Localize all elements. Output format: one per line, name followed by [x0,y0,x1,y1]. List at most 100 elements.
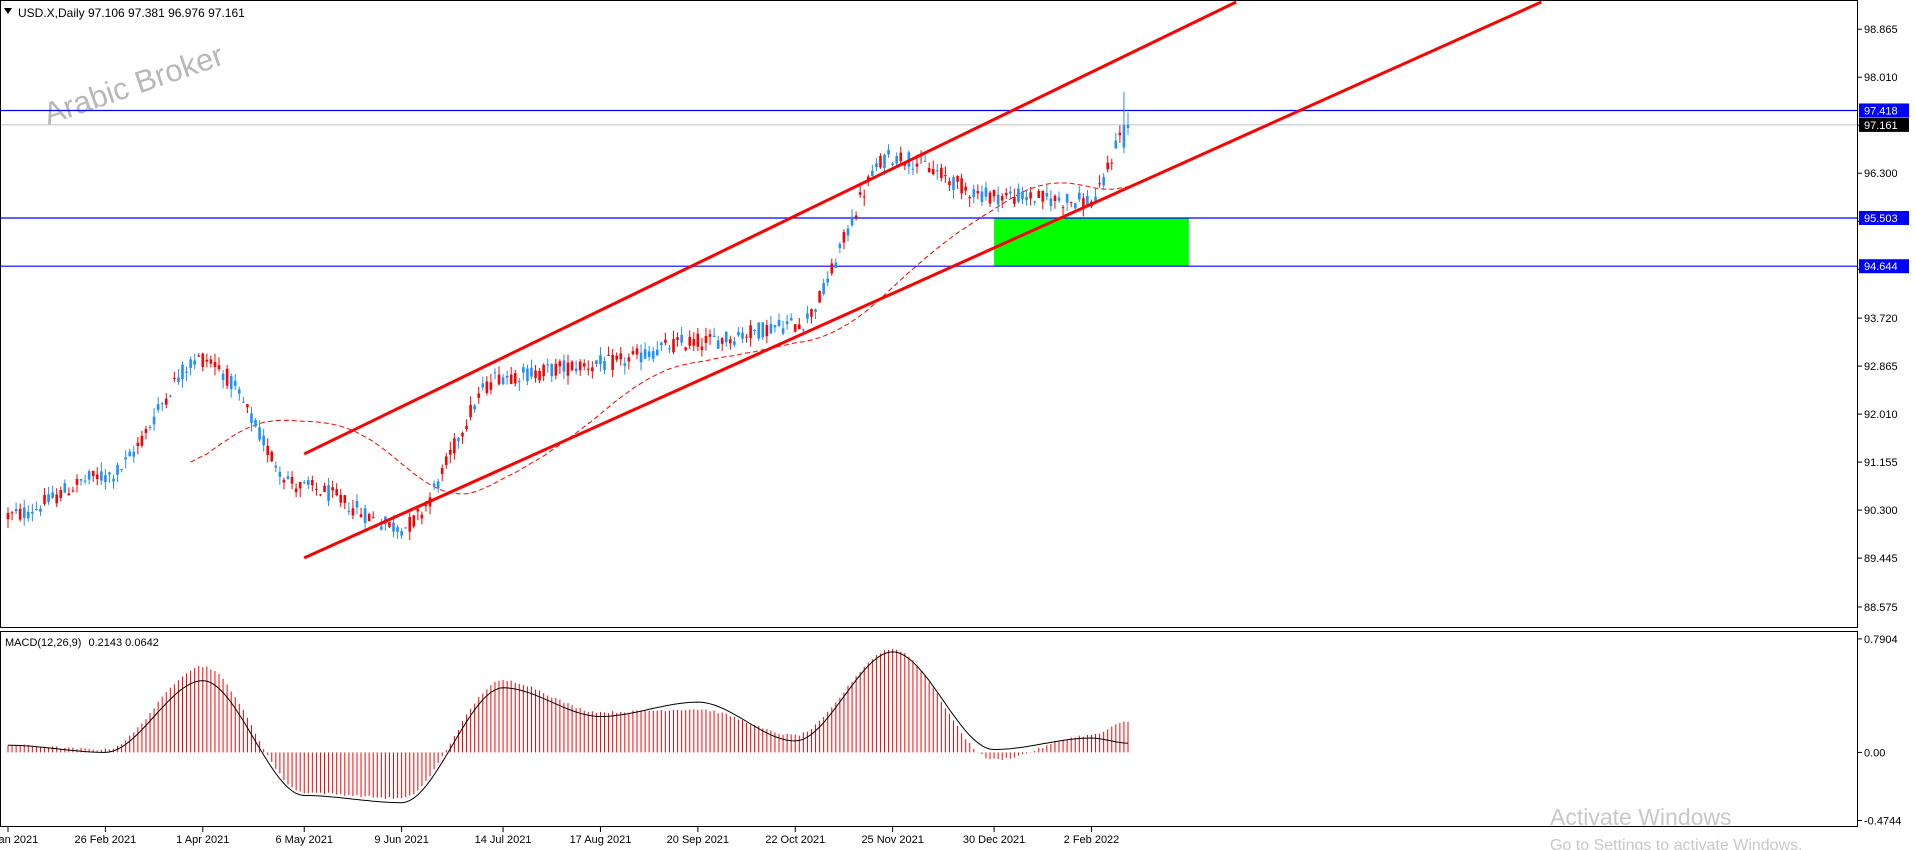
candle-body [1017,188,1020,202]
candle-body [335,489,338,496]
candle-body [769,324,773,334]
candle-body [250,413,253,424]
candle-body [956,175,959,182]
candle-body [473,405,476,410]
candle-body [688,336,692,346]
candle-body [1013,196,1016,204]
candle-body [55,494,58,504]
candle-body [148,427,152,429]
candle-body [258,427,261,440]
candle-body [1114,140,1118,149]
candle-body [1082,198,1085,209]
candle-body [311,479,314,486]
candle-body [35,508,38,510]
candle-body [871,170,874,177]
candle-body [1029,192,1032,199]
candle-body [558,361,562,367]
candle-body [1069,201,1073,203]
candle-body [789,317,793,321]
candle-body [976,190,980,194]
candle-body [668,348,671,350]
candle-body [347,511,351,513]
candle-body [591,367,594,372]
candle-body [1118,132,1122,136]
candle-body [489,382,493,390]
candle-body [43,494,46,504]
candle-body [1004,192,1008,196]
candle-body [830,263,834,274]
candle-body [826,278,830,283]
candle-body [262,435,265,446]
candle-body [550,364,554,377]
candle-body [136,442,140,447]
candle-body [63,483,67,493]
macd-y-tick-label: 0.00 [1864,747,1885,759]
candle-body [996,194,1000,205]
x-tick-label: 30 Dec 2021 [963,834,1025,846]
candle-body [802,329,805,331]
candle-body [51,492,54,498]
candle-body [526,368,529,382]
level-price-badge [1859,103,1909,118]
candle-body [1073,203,1077,209]
candle-body [339,494,343,503]
candle-body [306,480,310,485]
candle-body [522,367,525,373]
candle-body [124,457,127,460]
candle-body [753,329,756,331]
candle-body [1009,191,1012,194]
candle-body [424,505,428,507]
x-tick-label: 26 Feb 2021 [75,834,137,846]
channel-lower-line [303,0,1542,560]
candle-body [1025,196,1028,201]
horizontal-levels-layer [1,109,1857,267]
menu-triangle-icon[interactable] [4,8,12,14]
candle-body [749,325,752,339]
candle-body [566,362,570,376]
candle-body [887,149,890,155]
candle-body [1057,197,1061,201]
candle-body [420,514,424,519]
candle-body [578,361,582,371]
candle-body [323,485,326,493]
macd-y-tick-label: 0.7904 [1864,634,1898,646]
candle-body [838,243,842,249]
candle-body [221,373,225,381]
symbol-label: USD.X,Daily [18,6,85,20]
candle-body [980,191,984,203]
candle-body [18,508,22,520]
candle-body [278,472,282,477]
candle-body [582,363,586,367]
candle-body [363,508,367,524]
candle-body [1000,196,1004,201]
candle-body [891,163,894,165]
candle-body [144,428,148,434]
candle-body [940,167,943,179]
candle-body [254,419,257,427]
candle-body [497,374,501,385]
candle-body [773,325,777,328]
candle-body [412,515,416,527]
candle-body [485,381,489,393]
candle-body [513,373,517,384]
candle-body [432,483,436,486]
candle-body [282,479,286,483]
candle-body [798,324,801,330]
candle-body [440,468,444,474]
candle-body [619,353,623,360]
candle-body [615,355,618,360]
candle-body [67,493,71,496]
y-tick-label: 90.300 [1864,505,1898,517]
candle-body [927,167,931,173]
candle-body [542,364,545,377]
candle-body [875,163,878,168]
candle-body [708,334,712,337]
support-zone-rect [994,217,1189,267]
level-price-badge [1859,210,1909,225]
candle-body [79,478,83,481]
candle-body [1098,183,1101,185]
candle-body [793,324,797,332]
candle-body [599,355,602,365]
candle-body [899,152,903,162]
